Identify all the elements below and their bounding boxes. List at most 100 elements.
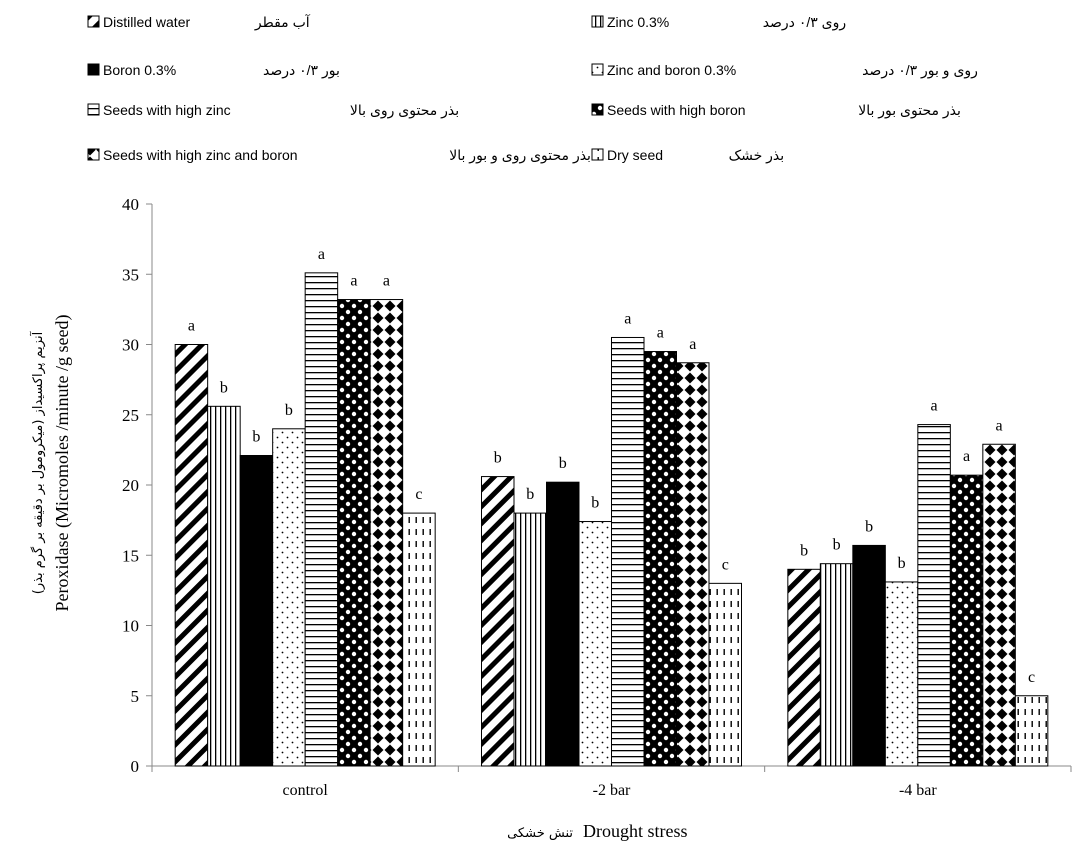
bar <box>787 568 821 767</box>
significance-letter: b <box>526 486 534 503</box>
bar <box>1014 695 1049 767</box>
y-tick-label: 30 <box>122 336 139 355</box>
significance-letter: b <box>285 402 293 419</box>
significance-letter: a <box>657 325 664 342</box>
bar <box>546 481 580 767</box>
significance-letter: a <box>318 246 325 263</box>
legend-item: Zinc and boron 0.3% روی و بور ۰/۳ درصد <box>591 62 978 79</box>
y-axis-title-fa: آنزیم پراکسیداز (میکرومول بر دقیقه بر گر… <box>29 330 46 594</box>
significance-letter: a <box>383 273 390 290</box>
legend-item: Zinc 0.3% روی ۰/۳ درصد <box>591 14 846 31</box>
x-axis-title-fa: تنش خشکی <box>507 826 573 841</box>
axes: 0 5 10 15 20 25 30 35 40 control -2 bar -4 bar <box>122 195 1072 799</box>
legend-item: Seeds with high zinc بذر محتوی روی بالا <box>87 102 459 119</box>
bar <box>852 544 886 767</box>
significance-letter: b <box>252 428 260 445</box>
bar <box>611 336 645 767</box>
bar <box>917 424 951 767</box>
legend-swatch <box>591 15 604 28</box>
legend: Distilled water آب مقطر Zinc 0.3% روی ۰/۳ د… <box>87 14 978 164</box>
y-tick-label: 35 <box>122 265 139 284</box>
legend-item: Dry seed بذر خشک <box>591 147 785 164</box>
significance-letter: c <box>1028 669 1035 686</box>
x-tick-label: -4 bar <box>899 782 937 799</box>
legend-label-en: Zinc 0.3% <box>607 14 669 30</box>
bar <box>239 454 274 767</box>
legend-label-en: Zinc and boron 0.3% <box>607 62 736 78</box>
y-tick-label: 5 <box>131 687 140 706</box>
bar <box>207 405 241 767</box>
legend-label-en: Seeds with high zinc and boron <box>103 147 298 163</box>
legend-label-fa: بذر محتوی روی و بور بالا <box>449 147 591 164</box>
bar <box>402 512 436 767</box>
legend-label-en: Dry seed <box>607 147 663 163</box>
legend-swatch <box>87 63 100 76</box>
y-tick-label: 10 <box>122 617 139 636</box>
significance-letter: b <box>559 455 567 472</box>
significance-letter: b <box>865 518 873 535</box>
legend-label-fa: روی و بور ۰/۳ درصد <box>862 62 978 79</box>
legend-item: Seeds with high boron بذر محتوی بور بالا <box>591 102 961 119</box>
labels: a b b b a a a c b b b b a a a c b b b b a a a c <box>188 246 1035 686</box>
significance-letter: a <box>996 417 1003 434</box>
legend-swatch <box>87 148 100 161</box>
significance-letter: b <box>494 450 502 467</box>
legend-item: Seeds with high zinc and boron بذر محتوی … <box>87 147 591 164</box>
bar <box>369 299 404 767</box>
bar <box>982 443 1016 767</box>
significance-letter: a <box>350 273 357 290</box>
y-tick-label: 20 <box>122 476 139 495</box>
bar <box>481 476 515 767</box>
x-axis-title: Drought stress <box>583 821 688 841</box>
significance-letter: b <box>833 537 841 554</box>
legend-label-fa: بذر خشک <box>729 147 785 164</box>
y-tick-label: 40 <box>122 195 139 214</box>
legend-item: Boron 0.3% بور ۰/۳ درصد <box>87 62 340 79</box>
bar <box>513 512 547 767</box>
legend-swatch <box>591 63 604 76</box>
bar <box>884 581 919 767</box>
x-tick-label: control <box>283 782 329 799</box>
y-axis-title: Peroxidase (Micromoles /minute /g seed) <box>52 315 73 612</box>
significance-letter: c <box>722 556 729 573</box>
x-tick-label: -2 bar <box>593 782 631 799</box>
legend-swatch <box>87 15 100 28</box>
legend-label-fa: بذر محتوی بور بالا <box>858 102 961 119</box>
bar <box>643 351 677 767</box>
significance-letter: b <box>220 379 228 396</box>
legend-swatch <box>591 103 604 116</box>
significance-letter: a <box>624 310 631 327</box>
significance-letter: c <box>415 486 422 503</box>
significance-letter: b <box>591 495 599 512</box>
legend-label-en: Seeds with high boron <box>607 102 746 118</box>
bar <box>676 362 710 767</box>
legend-swatch <box>591 148 604 161</box>
bar <box>578 521 612 767</box>
bar <box>174 344 209 767</box>
legend-item: Distilled water آب مقطر <box>87 14 311 31</box>
bar <box>337 299 371 767</box>
y-tick-label: 15 <box>122 546 139 565</box>
significance-letter: a <box>188 318 195 335</box>
bar <box>304 272 339 767</box>
legend-label-fa: آب مقطر <box>254 14 311 31</box>
legend-label-fa: بذر محتوی روی بالا <box>350 102 459 119</box>
legend-label-fa: روی ۰/۳ درصد <box>763 14 846 31</box>
legend-swatch <box>87 103 100 116</box>
bar <box>708 582 742 767</box>
legend-label-en: Seeds with high zinc <box>103 102 231 118</box>
significance-letter: a <box>963 448 970 465</box>
y-tick-label: 0 <box>131 757 140 776</box>
significance-letter: b <box>898 555 906 572</box>
bars <box>174 272 1049 767</box>
significance-letter: b <box>800 542 808 559</box>
significance-letter: a <box>689 336 696 353</box>
bar <box>819 563 854 767</box>
legend-label-en: Boron 0.3% <box>103 62 176 78</box>
bar <box>272 428 306 767</box>
legend-label-fa: بور ۰/۳ درصد <box>263 62 340 79</box>
bar <box>949 474 984 767</box>
significance-letter: a <box>931 398 938 415</box>
legend-label-en: Distilled water <box>103 14 190 30</box>
